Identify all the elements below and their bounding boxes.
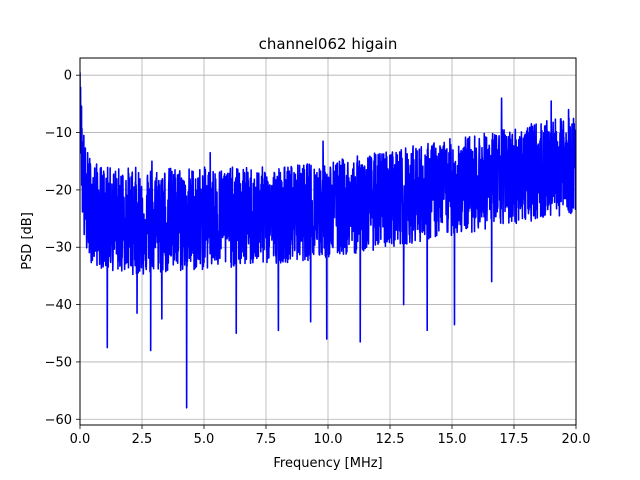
y-tick-label: −50 [45,355,72,370]
x-tick-label: 20.0 [562,432,591,447]
y-tick-label: −20 [45,183,72,198]
psd-series-line [80,72,576,409]
x-tick-label: 2.5 [132,432,153,447]
x-tick-label: 17.5 [500,432,529,447]
y-tick-label: −10 [45,126,72,141]
x-tick-label: 7.5 [256,432,277,447]
y-tick-label: −40 [45,298,72,313]
x-tick-label: 0.0 [70,432,91,447]
x-tick-label: 15.0 [438,432,467,447]
x-axis-label: Frequency [MHz] [273,456,382,471]
x-axis-ticks: 0.0 2.5 5.0 7.5 10.0 12.5 15.0 17.5 20.0 [70,425,591,447]
y-tick-label: 0 [64,69,72,84]
y-axis-label: PSD [dB] [20,212,35,270]
y-axis-ticks: 0 −10 −20 −30 −40 −50 −60 [45,69,80,428]
chart-title: channel062 higain [259,35,398,53]
x-tick-label: 5.0 [194,432,215,447]
y-tick-label: −30 [45,241,72,256]
y-tick-label: −60 [45,413,72,428]
x-tick-label: 10.0 [314,432,343,447]
x-tick-label: 12.5 [376,432,405,447]
